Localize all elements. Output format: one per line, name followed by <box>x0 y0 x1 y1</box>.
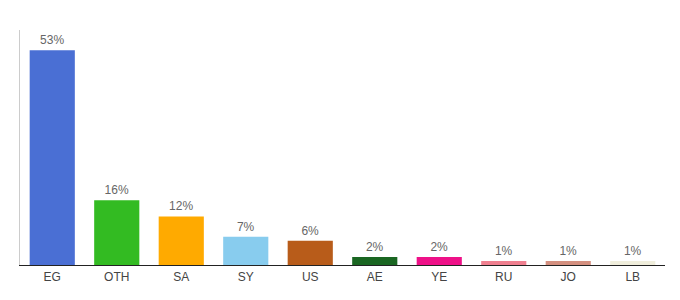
svg-text:JO: JO <box>561 270 576 284</box>
svg-text:1%: 1% <box>624 244 642 258</box>
svg-text:53%: 53% <box>40 33 64 47</box>
svg-text:7%: 7% <box>237 220 255 234</box>
svg-text:RU: RU <box>495 270 512 284</box>
svg-text:6%: 6% <box>301 224 319 238</box>
svg-text:LB: LB <box>625 270 640 284</box>
svg-text:YE: YE <box>431 270 447 284</box>
svg-text:2%: 2% <box>366 240 384 254</box>
svg-text:2%: 2% <box>430 240 448 254</box>
svg-text:OTH: OTH <box>104 270 129 284</box>
svg-text:12%: 12% <box>169 199 193 213</box>
svg-text:AE: AE <box>367 270 383 284</box>
svg-text:1%: 1% <box>495 244 513 258</box>
svg-text:1%: 1% <box>559 244 577 258</box>
svg-text:16%: 16% <box>105 183 129 197</box>
svg-text:US: US <box>302 270 319 284</box>
svg-text:EG: EG <box>44 270 61 284</box>
svg-text:SY: SY <box>238 270 254 284</box>
svg-text:SA: SA <box>173 270 189 284</box>
